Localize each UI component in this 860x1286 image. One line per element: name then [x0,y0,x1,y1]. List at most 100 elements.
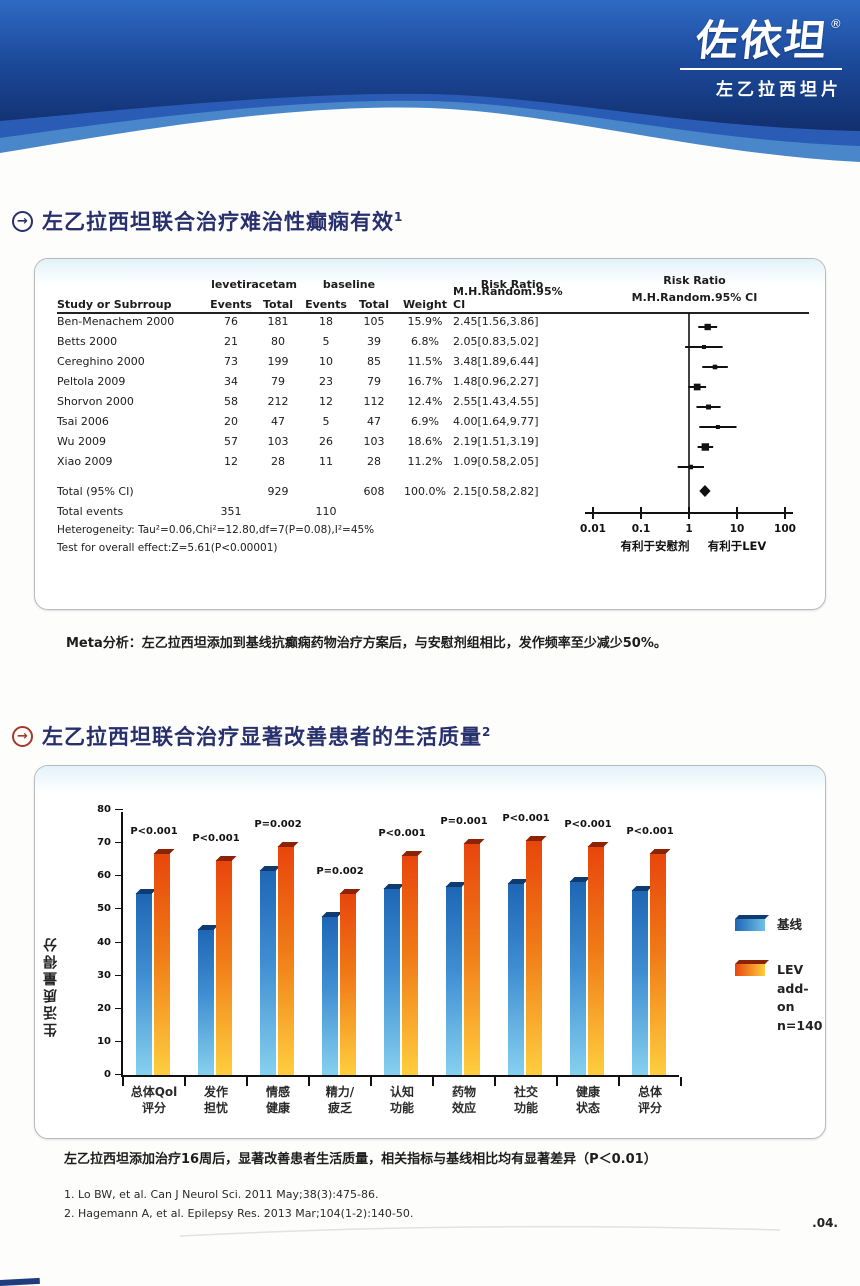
heterogeneity-note: Heterogeneity: Tau²=0.06,Chi²=12.80,df=7… [57,524,375,536]
legend-lev-label: LEV add-on n=140 [777,961,825,1036]
col-header-mh-ci: M.H.Random.95% CI [453,285,563,311]
bar-top-cap [587,842,609,848]
study-name: Wu 2009 [57,434,106,448]
col-header-total-lev: Total [262,298,294,311]
weight: 6.8% [411,334,439,348]
col-group-baseline: baseline [322,278,376,291]
baseline-bar [631,885,653,1075]
events-lev: 21 [224,334,238,348]
total-baseline-sum: 608 [363,484,385,498]
p-value-label: P=0.002 [254,819,302,831]
total-events-lev: 351 [220,504,242,518]
x-tick [618,1077,620,1086]
legend-lev-label-line1: LEV add-on [777,961,809,1015]
baseline-bar [321,912,343,1075]
bar-group: P<0.001 总体 评分 [619,812,681,1115]
x-tick [432,1077,434,1086]
col-header-events-baseline: Events [305,298,347,311]
events-lev: 12 [224,454,238,468]
point-estimate-square [704,323,711,331]
legend-item-baseline: 基线 [735,916,825,935]
point-estimate-square [701,443,710,451]
total-lev: 199 [267,354,289,368]
y-tick: 10 [97,1036,123,1047]
section2-title-sup: 2 [482,725,492,739]
lev-swatch-icon [735,963,765,976]
y-tick: 30 [97,970,123,981]
total-baseline: 39 [367,334,381,348]
favors-lev-label: 有利于LEV [708,539,767,553]
banner-wave-graphic [0,0,860,162]
total-baseline: 79 [367,374,381,388]
brand-name: 佐依坦® [670,16,844,65]
meta-analysis-note: Meta分析：左乙拉西坦添加到基线抗癫痫药物治疗方案后，与安慰剂组相比，发作频率… [66,636,667,651]
total-baseline: 28 [367,454,381,468]
events-lev: 57 [224,434,238,448]
baseline-bar [383,883,405,1075]
point-estimate-square [693,383,701,391]
logo-divider [680,68,842,71]
point-estimate-square [701,345,706,349]
total-baseline: 105 [363,314,385,328]
arrow-circle-icon: → [12,210,33,232]
events-baseline: 10 [319,354,333,368]
arrow-circle-icon: → [12,725,33,747]
point-estimate-square [715,425,720,429]
x-tick [370,1077,372,1086]
lev-bar [339,888,361,1075]
weight: 11.5% [407,354,443,368]
risk-ratio-value: 2.45[1.56,3.86] [453,314,539,328]
lev-bar [649,849,671,1075]
bar-top-cap [215,855,237,861]
total-lev: 103 [267,434,289,448]
total-diamond [699,485,711,497]
corner-mark [0,1277,40,1286]
axis-tick-label: 100 [774,523,796,535]
axis-tick-label: 10 [730,523,745,535]
lev-bar [587,842,609,1075]
risk-ratio-value: 4.00[1.64,9.77] [453,414,539,428]
section2-title-row: → 左乙拉西坦联合治疗显著改善患者的生活质量2 [12,721,491,751]
point-estimate-square [706,404,711,410]
p-value-label: P=0.002 [316,865,364,877]
point-estimate-square [712,364,718,370]
risk-ratio-value: 2.05[0.83,5.02] [453,334,539,348]
y-tick: 80 [97,804,123,815]
x-tick [184,1077,186,1086]
total-risk-ratio: 2.15[0.58,2.82] [453,484,539,498]
reference-item: 1. Lo BW, et al. Can J Neurol Sci. 2011 … [64,1188,379,1201]
bar-group: P<0.001 社交 功能 [495,812,557,1115]
axis-tick-label: 0.1 [632,523,651,535]
bar-group: P<0.001 健康 状态 [557,812,619,1114]
weight: 15.9% [407,314,443,328]
bar-group: P<0.001 认知 功能 [371,812,433,1115]
x-tick [556,1077,558,1086]
x-category-label: 社交 功能 [513,1085,538,1115]
chart-caption: 左乙拉西坦添加治疗16周后，显著改善患者生活质量，相关指标与基线相比均有显著差异… [64,1152,657,1167]
point-estimate-square [688,464,694,470]
events-lev: 73 [224,354,238,368]
page-number: .04. [812,1216,838,1230]
baseline-bar [135,888,157,1075]
lev-bar [463,839,485,1075]
col-header-total-baseline: Total [358,298,390,311]
events-baseline: 11 [319,454,333,468]
x-category-label: 总体 评分 [637,1085,662,1115]
y-tick: 20 [97,1003,123,1014]
bar-top-cap [525,835,547,841]
bar-group: P<0.001 总体Qol 评分 [123,812,185,1115]
section1-title: 左乙拉西坦联合治疗难治性癫痫有效1 [42,206,403,236]
events-baseline: 12 [319,394,333,408]
total-lev: 212 [267,394,289,408]
x-tick [246,1077,248,1086]
total-lev: 79 [271,374,285,388]
events-lev: 76 [224,314,238,328]
study-name: Xiao 2009 [57,454,113,468]
bar-group: P=0.001 药物 效应 [433,812,495,1114]
risk-ratio-value: 2.55[1.43,4.55] [453,394,539,408]
y-tick: 50 [97,903,123,914]
p-value-label: P<0.001 [192,832,240,844]
p-value-label: P<0.001 [626,826,674,838]
events-baseline: 5 [322,414,330,428]
